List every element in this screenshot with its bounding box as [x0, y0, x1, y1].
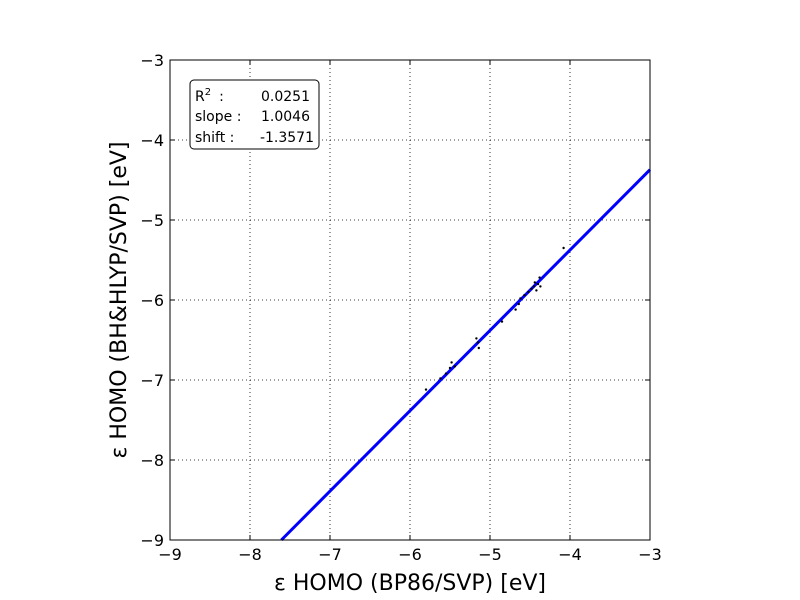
- x-axis-label: ε HOMO (BP86/SVP) [eV]: [274, 571, 546, 596]
- fit-line: [280, 168, 652, 542]
- y-axis-label: ε HOMO (BH&HLYP/SVP) [eV]: [107, 141, 132, 458]
- data-point: [448, 366, 452, 370]
- x-tick-label: −5: [478, 545, 502, 564]
- data-point: [532, 285, 536, 288]
- data-point: [439, 377, 442, 380]
- axis-ticks: −9 −8 −7 −6 −5 −4 −3 −9 −8 −7 −6 −5 −4 −3: [140, 51, 661, 564]
- fit-line-group: [280, 168, 652, 542]
- data-point: [517, 302, 520, 306]
- y-tick-label: −5: [140, 211, 164, 230]
- data-point: [476, 341, 480, 344]
- y-tick-label: −4: [140, 131, 164, 150]
- data-point: [533, 281, 536, 284]
- x-tick-label: −7: [318, 545, 342, 564]
- r2-label: R2:: [195, 87, 224, 105]
- y-tick-label: −9: [140, 531, 164, 550]
- data-point: [424, 388, 428, 391]
- y-tick-label: −7: [140, 371, 164, 390]
- data-point: [519, 297, 522, 300]
- data-point: [444, 372, 448, 375]
- data-point: [535, 289, 538, 292]
- data-point: [562, 246, 565, 250]
- data-point: [538, 276, 541, 279]
- data-point: [475, 337, 478, 340]
- data-point: [477, 346, 480, 350]
- data-point: [453, 365, 456, 368]
- data-points: [424, 246, 565, 391]
- r2-value: 0.0251: [261, 89, 310, 105]
- x-tick-label: −9: [158, 545, 182, 564]
- y-tick-label: −3: [140, 51, 164, 70]
- shift-value: -1.3571: [260, 130, 314, 146]
- slope-value: 1.0046: [261, 109, 310, 125]
- x-tick-label: −3: [638, 545, 662, 564]
- data-point: [527, 290, 530, 294]
- data-point: [450, 361, 453, 364]
- stats-box: R2: 0.0251 slope : 1.0046 shift : -1.357…: [189, 79, 320, 150]
- x-tick-label: −6: [398, 545, 422, 564]
- data-point: [530, 287, 533, 290]
- x-tick-label: −4: [558, 545, 582, 564]
- y-tick-label: −6: [140, 291, 164, 310]
- data-point: [539, 285, 542, 288]
- stats-box-frame: [189, 79, 320, 150]
- y-tick-label: −8: [140, 451, 164, 470]
- x-tick-label: −8: [238, 545, 262, 564]
- data-point: [500, 320, 504, 323]
- slope-label: slope :: [195, 109, 241, 125]
- data-point: [514, 308, 517, 311]
- data-point: [536, 282, 540, 286]
- data-point: [523, 294, 526, 297]
- shift-label: shift :: [195, 130, 234, 146]
